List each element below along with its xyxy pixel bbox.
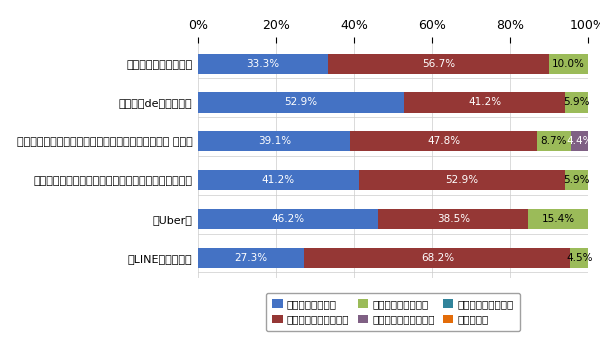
Text: 52.9%: 52.9%: [445, 175, 478, 185]
Text: 41.2%: 41.2%: [262, 175, 295, 185]
Bar: [549, 54, 588, 74]
Bar: [198, 92, 404, 112]
Text: 5.9%: 5.9%: [563, 175, 590, 185]
Text: 27.3%: 27.3%: [235, 253, 268, 263]
Text: 39.1%: 39.1%: [257, 136, 291, 146]
Text: 8.7%: 8.7%: [541, 136, 567, 146]
Text: 4.5%: 4.5%: [566, 253, 592, 263]
Bar: [529, 209, 589, 229]
Text: 41.2%: 41.2%: [468, 97, 501, 107]
Legend: 大変満足している, まあまあ満足している, どちらともいえない, あまり満足していない, 全く満足していない, わからない: 大変満足している, まあまあ満足している, どちらともいえない, あまり満足して…: [266, 293, 520, 331]
Bar: [198, 247, 304, 268]
Bar: [571, 247, 588, 268]
Bar: [198, 170, 359, 190]
Text: 56.7%: 56.7%: [422, 59, 455, 69]
Bar: [198, 54, 328, 74]
Bar: [350, 131, 537, 151]
Text: 10.0%: 10.0%: [552, 59, 585, 69]
Text: 33.3%: 33.3%: [247, 59, 280, 69]
Bar: [565, 170, 588, 190]
Bar: [198, 209, 378, 229]
Text: 52.9%: 52.9%: [284, 97, 318, 107]
Text: 47.8%: 47.8%: [427, 136, 460, 146]
Text: 68.2%: 68.2%: [421, 253, 454, 263]
Bar: [404, 92, 565, 112]
Bar: [565, 92, 588, 112]
Bar: [378, 209, 529, 229]
Bar: [359, 170, 565, 190]
Text: 5.9%: 5.9%: [563, 97, 590, 107]
Text: 38.5%: 38.5%: [437, 214, 470, 224]
Text: 15.4%: 15.4%: [542, 214, 575, 224]
Text: 4.4%: 4.4%: [566, 136, 593, 146]
Text: 46.2%: 46.2%: [272, 214, 305, 224]
Bar: [198, 131, 350, 151]
Bar: [571, 131, 588, 151]
Bar: [304, 247, 571, 268]
Bar: [537, 131, 571, 151]
Bar: [328, 54, 549, 74]
